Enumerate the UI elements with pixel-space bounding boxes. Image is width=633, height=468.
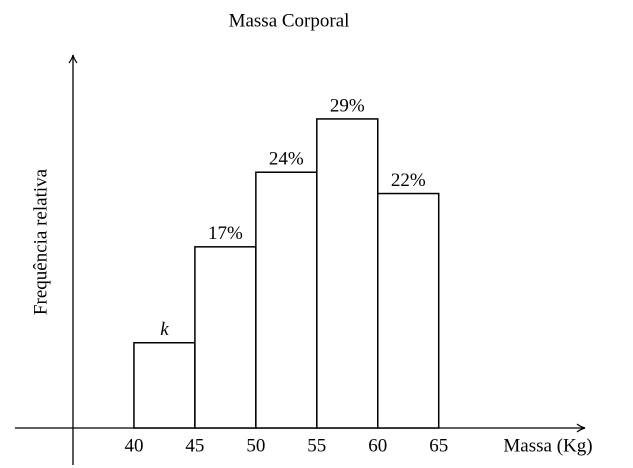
chart-title: Massa Corporal [229, 10, 350, 31]
value-label: 22% [391, 170, 426, 191]
bar [316, 118, 379, 429]
y-axis-label: Frequência relativa [30, 168, 51, 315]
x-tick-label: 55 [307, 435, 326, 456]
value-label: k [160, 319, 169, 340]
x-tick-label: 45 [185, 435, 204, 456]
x-tick-label: 50 [246, 435, 265, 456]
bar [194, 246, 257, 429]
x-tick-label: 60 [368, 435, 387, 456]
bar [255, 171, 318, 429]
value-label: 24% [269, 149, 304, 170]
x-tick-label: 65 [429, 435, 448, 456]
x-tick-label: 40 [124, 435, 143, 456]
bar [377, 192, 440, 429]
value-label: 17% [208, 223, 243, 244]
bar [133, 341, 196, 429]
x-axis-label: Massa (Kg) [503, 435, 592, 456]
value-label: 29% [330, 95, 365, 116]
